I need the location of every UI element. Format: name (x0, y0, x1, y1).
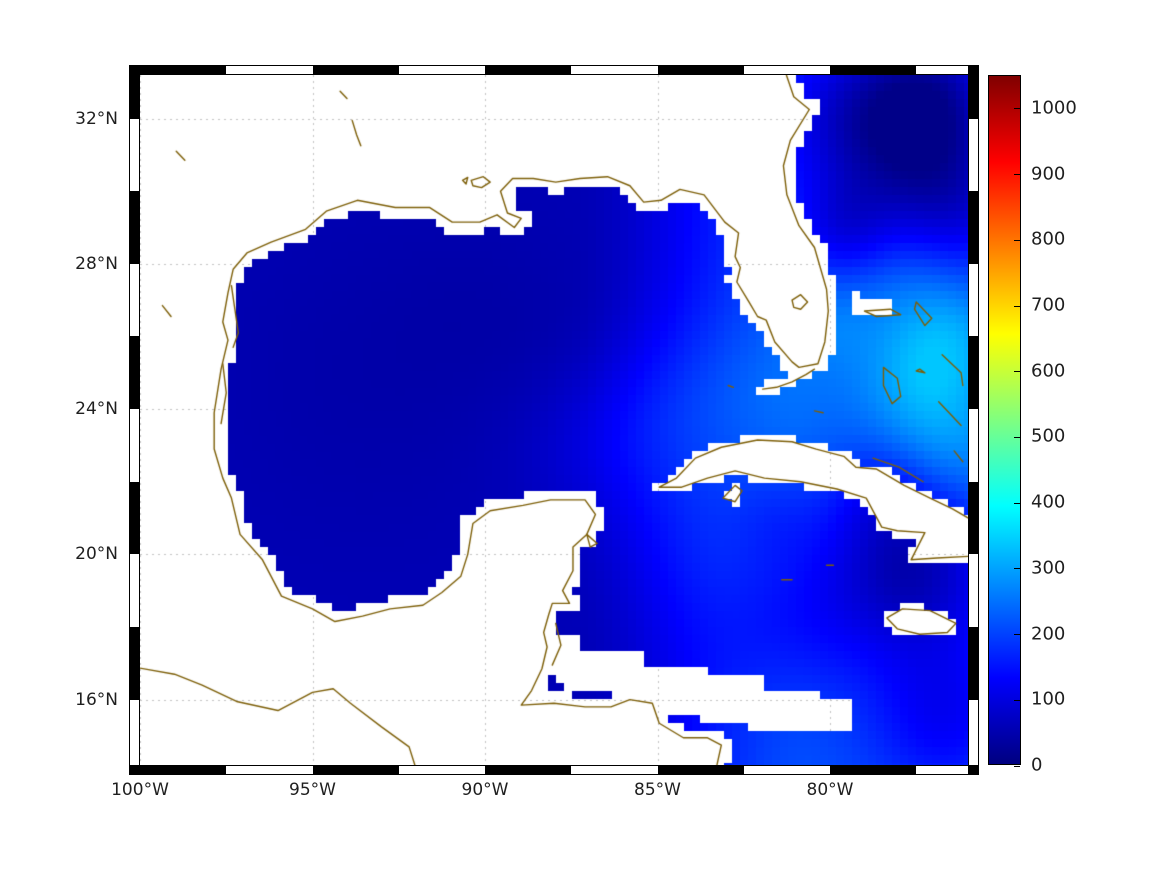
frame-band (571, 766, 658, 774)
frame-band (969, 118, 978, 192)
frame-band (140, 66, 227, 74)
ytick-label: 20°N (75, 544, 118, 565)
frame-band (830, 766, 917, 774)
frame-band (312, 766, 399, 774)
colorbar-tick-label: 100 (1031, 688, 1066, 710)
frame-band (969, 336, 978, 410)
xtick-label: 90°W (461, 780, 509, 800)
frame-band (130, 336, 139, 410)
frame-band (226, 66, 313, 74)
ytick-label: 16°N (75, 689, 118, 710)
colorbar-tick (1014, 108, 1020, 110)
map-frame-right (968, 65, 979, 775)
frame-band (969, 263, 978, 337)
colorbar-tick (1014, 765, 1020, 767)
colorbar-tick-label: 0 (1031, 754, 1043, 776)
colorbar-tick-label: 800 (1031, 228, 1066, 250)
frame-band (969, 191, 978, 264)
colorbar-tick (1014, 371, 1020, 373)
xtick-label: 95°W (289, 780, 336, 800)
frame-band (130, 191, 139, 264)
colorbar (988, 75, 1021, 767)
frame-band (398, 766, 485, 774)
colorbar-tick (1014, 699, 1020, 701)
map-frame-bottom (139, 765, 969, 775)
frame-band (969, 554, 978, 627)
frame-band (916, 766, 968, 774)
frame-band (969, 699, 978, 765)
ytick-label: 24°N (75, 399, 118, 420)
map-plot-canvas (140, 75, 968, 765)
colorbar-tick (1014, 568, 1020, 570)
frame-band (485, 66, 572, 74)
colorbar-gradient (989, 76, 1020, 764)
colorbar-tick (1014, 502, 1020, 504)
colorbar-tick (1014, 305, 1020, 307)
colorbar-tick-label: 400 (1031, 491, 1066, 513)
frame-band (916, 66, 968, 74)
frame-band (130, 627, 139, 700)
frame-band (485, 766, 572, 774)
frame-band (571, 66, 658, 74)
frame-band (130, 409, 139, 482)
frame-band (130, 263, 139, 337)
colorbar-tick (1014, 634, 1020, 636)
frame-band (969, 75, 978, 119)
frame-band (657, 66, 744, 74)
colorbar-tick (1014, 174, 1020, 176)
map-frame-left (129, 65, 140, 775)
colorbar-tick (1014, 239, 1020, 241)
frame-band (969, 409, 978, 482)
frame-band (312, 66, 399, 74)
frame-band (398, 66, 485, 74)
frame-band (130, 118, 139, 192)
colorbar-tick-label: 900 (1031, 163, 1066, 185)
colorbar-tick (1014, 436, 1020, 438)
frame-band (830, 66, 917, 74)
colorbar-tick-label: 200 (1031, 623, 1066, 645)
colorbar-tick-label: 600 (1031, 360, 1066, 382)
ytick-label: 28°N (75, 253, 118, 274)
frame-band (226, 766, 313, 774)
colorbar-tick-label: 1000 (1031, 97, 1077, 119)
frame-band (743, 66, 830, 74)
frame-band (140, 766, 227, 774)
frame-band (130, 75, 139, 119)
ytick-label: 32°N (75, 108, 118, 129)
xtick-label: 80°W (806, 780, 854, 800)
map-frame-top (139, 65, 969, 75)
frame-band (130, 699, 139, 765)
colorbar-tick-label: 500 (1031, 425, 1066, 447)
frame-band (743, 766, 830, 774)
frame-band (130, 554, 139, 627)
xtick-label: 100°W (111, 780, 169, 800)
frame-band (130, 481, 139, 555)
frame-band (657, 766, 744, 774)
xtick-label: 85°W (634, 780, 681, 800)
colorbar-tick-label: 300 (1031, 557, 1066, 579)
frame-band (969, 481, 978, 555)
colorbar-tick-label: 700 (1031, 294, 1066, 316)
frame-band (969, 627, 978, 700)
